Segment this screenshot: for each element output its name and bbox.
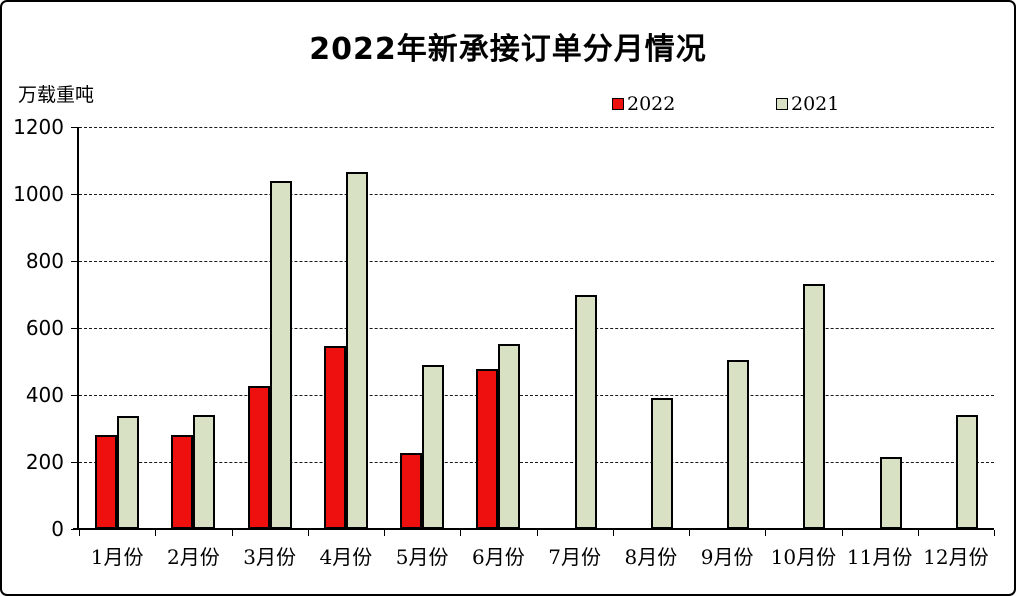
x-category-label-7: 7月份 <box>548 545 601 569</box>
plot-area <box>79 127 994 529</box>
bar-2022-4月份 <box>323 346 346 529</box>
y-tick-mark <box>71 529 78 530</box>
legend-label-2021: 2021 <box>791 93 840 115</box>
x-category-label-3: 3月份 <box>243 545 296 569</box>
bar-2021-7月份 <box>574 295 597 529</box>
legend-swatch-2021 <box>776 98 788 110</box>
y-tick-mark <box>71 261 78 262</box>
bar-2021-4月份 <box>345 172 368 529</box>
x-tick-mark <box>460 530 462 536</box>
y-tick-mark <box>71 395 78 396</box>
x-category-label-4: 4月份 <box>319 545 373 569</box>
y-tick-mark <box>71 127 78 128</box>
bar-2021-3月份 <box>269 181 292 529</box>
x-category-label-8: 8月份 <box>624 545 678 569</box>
x-category-label-6: 6月份 <box>472 545 525 569</box>
x-tick-mark <box>841 530 843 536</box>
x-tick-mark <box>689 530 690 536</box>
y-tick-label-600: 600 <box>25 316 64 340</box>
bar-2021-12月份 <box>955 415 978 529</box>
bar-2021-1月份 <box>117 416 140 529</box>
y-axis-line <box>77 127 79 530</box>
x-tick-mark <box>79 530 80 536</box>
bar-2022-6月份 <box>476 369 499 529</box>
x-tick-mark <box>155 530 157 536</box>
y-axis-unit-label: 万载重吨 <box>18 84 95 106</box>
gridline-600 <box>79 328 994 329</box>
x-category-label-12: 12月份 <box>923 545 989 569</box>
x-category-label-1: 1月份 <box>90 545 144 569</box>
x-tick-mark <box>612 530 614 536</box>
y-tick-label-0: 0 <box>51 517 64 541</box>
x-category-label-10: 10月份 <box>770 545 837 569</box>
gridline-400 <box>79 395 994 396</box>
gridline-1200 <box>79 127 994 128</box>
gridline-1000 <box>79 194 994 195</box>
x-tick-mark <box>307 530 309 536</box>
gridline-800 <box>79 261 994 262</box>
y-tick-mark <box>71 194 78 195</box>
bar-2022-2月份 <box>171 435 194 529</box>
bar-2022-5月份 <box>400 453 423 529</box>
x-tick-mark <box>994 530 995 536</box>
bar-2021-9月份 <box>727 360 750 529</box>
x-category-label-5: 5月份 <box>395 545 449 569</box>
x-category-label-2: 2月份 <box>167 545 220 569</box>
legend-item-2022: 2022 <box>612 93 675 115</box>
gridline-200 <box>79 462 994 463</box>
y-tick-label-1000: 1000 <box>13 182 64 206</box>
legend-swatch-2022 <box>612 98 624 110</box>
y-tick-label-200: 200 <box>25 450 64 474</box>
x-tick-mark <box>536 530 538 536</box>
y-tick-label-1200: 1200 <box>13 115 64 139</box>
bar-2021-11月份 <box>879 457 902 529</box>
x-tick-mark <box>231 530 233 536</box>
x-category-label-11: 11月份 <box>846 545 913 569</box>
y-tick-label-800: 800 <box>25 249 64 273</box>
bar-2021-6月份 <box>498 344 521 529</box>
bar-2022-1月份 <box>95 435 118 529</box>
x-tick-mark <box>765 530 767 536</box>
x-category-label-9: 9月份 <box>700 545 754 569</box>
x-axis-line <box>73 528 994 530</box>
bar-2021-10月份 <box>803 284 826 529</box>
y-tick-mark <box>71 462 78 463</box>
bar-2021-2月份 <box>193 415 216 529</box>
x-tick-mark <box>917 530 919 536</box>
y-tick-label-400: 400 <box>25 383 64 407</box>
legend-label-2022: 2022 <box>627 93 676 115</box>
chart-title: 2022年新承接订单分月情况 <box>309 32 707 67</box>
x-tick-mark <box>384 530 385 536</box>
bar-2022-3月份 <box>247 386 270 529</box>
legend-item-2021: 2021 <box>776 93 839 115</box>
bar-2021-8月份 <box>650 398 673 529</box>
bar-2021-5月份 <box>422 365 445 529</box>
y-tick-mark <box>71 328 78 329</box>
